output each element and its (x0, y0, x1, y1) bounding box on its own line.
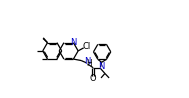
Text: N: N (70, 38, 77, 47)
Text: N: N (84, 57, 90, 66)
Text: N: N (98, 62, 104, 71)
Text: H: H (87, 59, 92, 69)
Text: Cl: Cl (83, 42, 91, 51)
Text: O: O (90, 74, 97, 83)
